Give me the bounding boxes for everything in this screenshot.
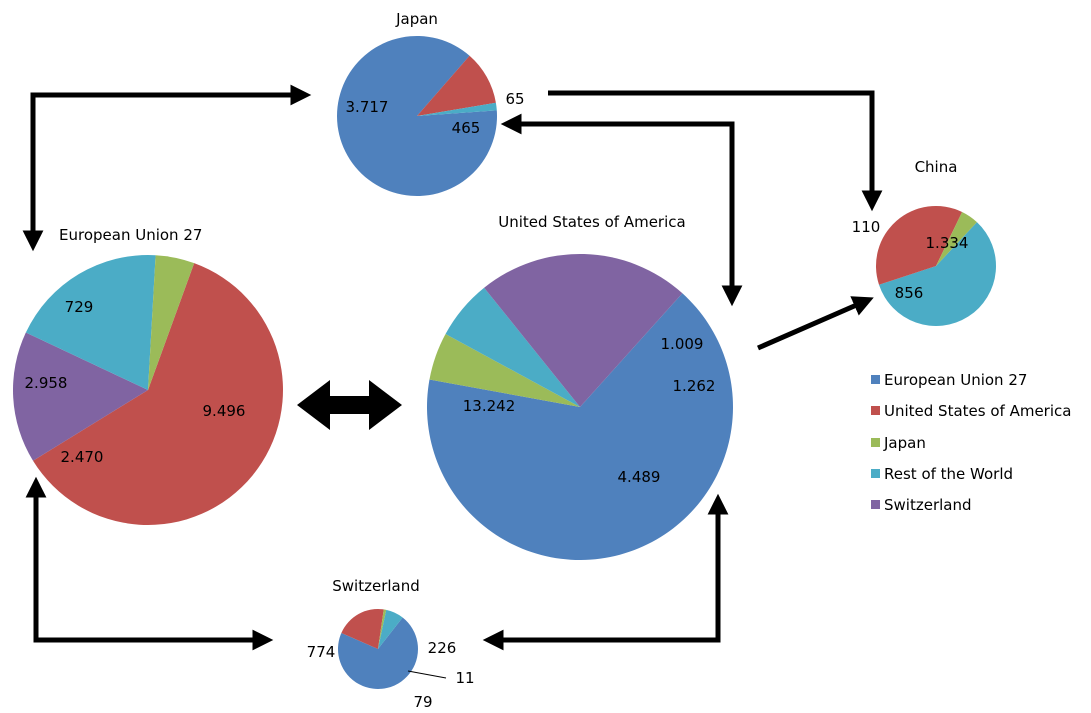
pie-slice-european-union-27-rest-of-the-world (25, 254, 156, 390)
pie-slice-united-states-of-america-european-union-27 (426, 293, 733, 560)
arrow-switzerland-usa (482, 493, 729, 651)
leader-line-switzerland-11 (407, 670, 447, 679)
data-label-japan-eu: 3.717 (346, 98, 389, 116)
legend-label-japan: Japan (883, 434, 926, 452)
pie-slice-china-united-states-of-america (875, 205, 963, 285)
pie-slice-united-states-of-america-rest-of-the-world (445, 287, 580, 407)
legend-label-rotw: Rest of the World (884, 465, 1013, 483)
pie-united-states-of-america (426, 253, 733, 560)
pie-slice-china-rest-of-the-world (879, 222, 996, 326)
arrow-japan-china (548, 90, 883, 212)
arrow-japan-usa (500, 113, 743, 307)
legend-swatch-eu (871, 375, 880, 384)
arrow-usa-china (757, 296, 874, 351)
pie-japan (337, 36, 498, 197)
pie-slice-european-union-27-japan (148, 255, 195, 390)
data-label-usa-japan: 1.009 (661, 335, 704, 353)
data-label-eu-usa: 9.496 (203, 402, 246, 420)
data-label-japan-rotw: 65 (505, 90, 524, 108)
pie-title-japan: Japan (395, 10, 438, 28)
data-label-china-japan: 110 (852, 218, 881, 236)
legend-swatch-switzerland (871, 500, 880, 509)
legend-label-switzerland: Switzerland (884, 496, 972, 514)
data-label-switzerland-eu: 774 (307, 643, 336, 661)
pie-china (875, 205, 996, 326)
pie-slice-switzerland-united-states-of-america (341, 609, 384, 649)
pie-title-switzerland: Switzerland (332, 577, 420, 595)
arrow-eu-switzerland (25, 476, 274, 651)
legend-swatch-usa (871, 406, 880, 415)
legend-label-eu: European Union 27 (884, 371, 1027, 389)
legend: European Union 27 United States of Ameri… (871, 371, 1071, 514)
data-label-eu-switzerland: 2.470 (61, 448, 104, 466)
pie-slice-united-states-of-america-switzerland (484, 253, 683, 407)
data-label-eu-japan: 729 (65, 298, 94, 316)
legend-label-usa: United States of America (884, 402, 1071, 420)
pie-slice-japan-european-union-27 (337, 36, 498, 197)
pie-slice-switzerland-japan (378, 609, 387, 649)
pie-title-china: China (915, 158, 958, 176)
data-label-usa-switzerland: 4.489 (618, 468, 661, 486)
pie-slice-china-japan (936, 211, 977, 266)
pie-slice-japan-rest-of-the-world (417, 102, 497, 116)
legend-swatch-rotw (871, 469, 880, 478)
pie-slice-european-union-27-switzerland (12, 332, 148, 461)
data-label-eu-rotw: 2.958 (25, 374, 68, 392)
pie-slice-japan-united-states-of-america (417, 55, 496, 116)
data-label-china-usa: 856 (895, 284, 924, 302)
pie-slice-united-states-of-america-japan (429, 334, 580, 407)
flow-arrows (22, 84, 883, 651)
pie-slice-switzerland-rest-of-the-world (378, 609, 403, 649)
pie-title-united-states-of-america: United States of America (498, 213, 685, 231)
data-label-china-rotw: 1.334 (926, 234, 969, 252)
arrow-eu-usa (297, 380, 402, 430)
pie-slice-european-union-27-united-states-of-america (33, 263, 283, 525)
legend-swatch-japan (871, 438, 880, 447)
pie-european-union-27 (12, 254, 283, 525)
data-label-switzerland-usa: 226 (428, 639, 457, 657)
pie-switzerland (337, 609, 418, 689)
data-label-usa-eu: 13.242 (463, 397, 516, 415)
data-label-switzerland-rotw: 79 (413, 693, 432, 708)
pie-title-european-union-27: European Union 27 (59, 226, 202, 244)
pie-slice-switzerland-european-union-27 (337, 617, 418, 689)
arrow-eu-japan (22, 84, 312, 252)
data-label-switzerland-japan: 11 (455, 669, 474, 687)
data-label-japan-usa: 465 (452, 119, 481, 137)
data-label-usa-rotw: 1.262 (673, 377, 716, 395)
